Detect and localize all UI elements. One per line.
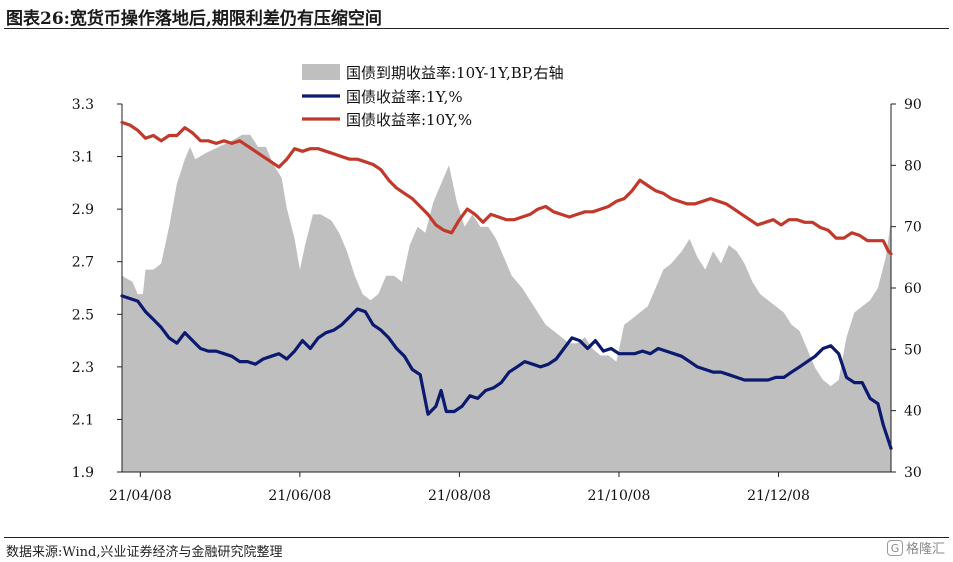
watermark: G 格隆汇 (886, 538, 945, 557)
left-tick-label: 2.3 (72, 360, 94, 376)
lines-layer (120, 120, 893, 450)
right-tick-label: 60 (904, 281, 922, 297)
spread-area (122, 134, 891, 472)
legend-label: 国债到期收益率:10Y-1Y,BP,右轴 (346, 64, 564, 82)
yield-1y-line (120, 294, 893, 450)
left-tick-label: 2.5 (72, 307, 94, 323)
legend-label: 国债收益率:10Y,% (346, 111, 472, 129)
left-tick-label: 2.9 (72, 202, 94, 218)
area-layer (122, 134, 891, 472)
x-tick-label: 21/10/08 (588, 488, 651, 504)
legend-swatch-spread (302, 64, 340, 80)
x-tick-label: 21/04/08 (109, 488, 172, 504)
watermark-logo-icon: G (886, 539, 903, 556)
watermark-text: 格隆汇 (905, 542, 945, 557)
right-tick-label: 70 (904, 220, 922, 236)
title-divider (4, 28, 949, 29)
left-tick-label: 3.3 (72, 97, 94, 113)
left-tick-label: 1.9 (72, 465, 94, 481)
left-tick-label: 3.1 (72, 150, 94, 166)
right-tick-label: 80 (904, 158, 922, 174)
right-tick-label: 30 (904, 465, 922, 481)
source-note: 数据来源:Wind,兴业证券经济与金融研究院整理 (6, 545, 283, 560)
chart-title: 图表26:宽货币操作落地后,期限利差仍有压缩空间 (6, 9, 382, 29)
axes-layer: 1.9 2.1 2.3 2.5 2.7 2.9 3.1 3.3 30 40 50 60 70 80 90 21… (72, 97, 922, 504)
left-tick-label: 2.1 (72, 412, 94, 428)
x-tick-label: 21/06/08 (268, 488, 331, 504)
footer-divider (4, 537, 949, 538)
chart: 1.9 2.1 2.3 2.5 2.7 2.9 3.1 3.3 30 40 50 60 70 80 90 21… (72, 64, 922, 504)
x-tick-label: 21/08/08 (428, 488, 491, 504)
right-tick-label: 50 (904, 342, 922, 358)
x-tick-label: 21/12/08 (747, 488, 810, 504)
legend-label: 国债收益率:1Y,% (346, 88, 463, 106)
yield-10y-line (120, 120, 893, 256)
right-tick-label: 90 (904, 97, 922, 113)
right-tick-label: 40 (904, 404, 922, 420)
left-tick-label: 2.7 (72, 255, 94, 271)
